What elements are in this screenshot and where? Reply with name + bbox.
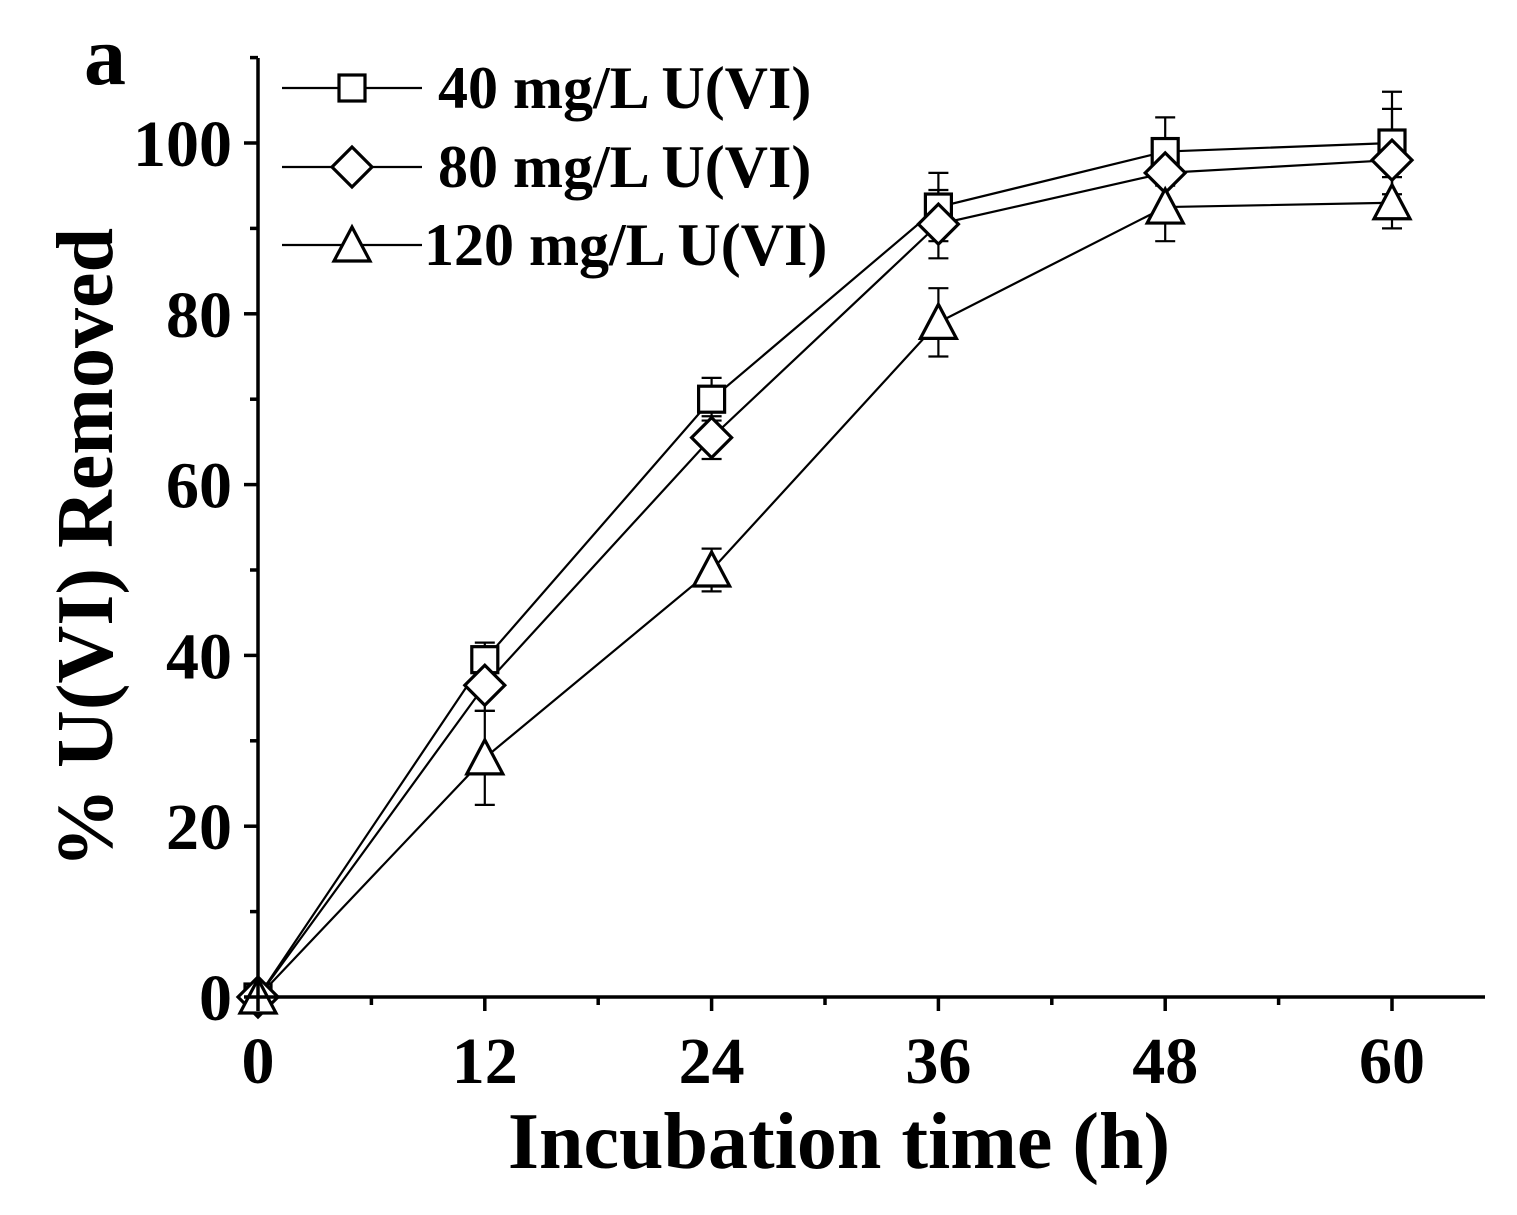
legend-marker-120 xyxy=(331,223,373,263)
y-tick-label: 80 xyxy=(166,279,232,352)
data-point-40 xyxy=(696,384,727,414)
y-axis-title: % U(VI) Removed xyxy=(42,228,130,868)
data-point-80 xyxy=(916,201,961,247)
panel-label: a xyxy=(84,10,126,103)
data-point-120 xyxy=(917,300,960,340)
legend-marker-80 xyxy=(329,144,375,190)
data-point-120 xyxy=(1371,181,1413,221)
x-tick-label: 60 xyxy=(1359,1025,1425,1098)
legend-label-120: 120 mg/L U(VI) xyxy=(424,212,827,278)
series-line-120 xyxy=(257,201,1393,998)
y-tick-label: 100 xyxy=(133,108,232,181)
x-axis-title: Incubation time (h) xyxy=(508,1098,1170,1186)
series-line-40 xyxy=(257,141,1393,998)
legend: 40 mg/L U(VI) 80 mg/L U(VI) 120 mg/L U(VI) xyxy=(282,55,827,278)
x-tick-label: 12 xyxy=(452,1025,518,1098)
data-point-80 xyxy=(689,415,734,460)
legend-label-80: 80 mg/L U(VI) xyxy=(438,134,811,200)
series-line-80 xyxy=(257,158,1393,998)
y-tick-label: 40 xyxy=(166,620,232,693)
y-tick-label: 20 xyxy=(166,791,232,864)
axis-ticks: 0 12 24 36 48 60 0 20 40 60 80 100 xyxy=(133,55,1425,1098)
y-tick-label: 0 xyxy=(199,962,232,1035)
data-point-80 xyxy=(1369,137,1415,183)
x-tick-label: 0 xyxy=(242,1025,275,1098)
data-point-120 xyxy=(464,736,506,776)
x-tick-label: 24 xyxy=(679,1025,745,1098)
x-tick-label: 48 xyxy=(1132,1025,1198,1098)
x-tick-label: 36 xyxy=(905,1025,971,1098)
axes xyxy=(256,58,1485,999)
legend-label-40: 40 mg/L U(VI) xyxy=(438,55,811,121)
data-point-120 xyxy=(690,548,733,588)
data-point-120 xyxy=(1144,185,1186,225)
series-lines xyxy=(257,141,1393,998)
legend-marker-40 xyxy=(337,73,367,103)
y-tick-label: 60 xyxy=(166,450,232,523)
data-point-80 xyxy=(462,663,508,708)
